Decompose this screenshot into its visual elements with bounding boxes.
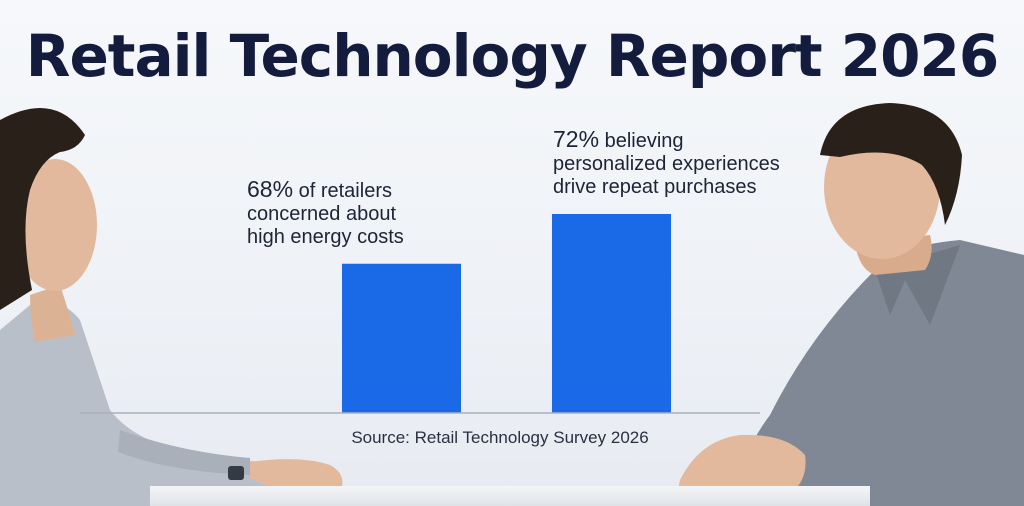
value-label-72: 72% xyxy=(553,126,600,152)
bar-72 xyxy=(552,214,671,413)
chart-title: Retail Technology Report 2026 xyxy=(25,22,999,90)
annotation-line: concerned about xyxy=(247,203,397,225)
table-surface xyxy=(150,486,870,506)
annotation-personalized-experiences: 72% believing personalized experiences d… xyxy=(553,128,823,199)
annotation-line: believing xyxy=(604,130,684,152)
annotation-line: high energy costs xyxy=(247,226,404,248)
annotation-line: drive repeat purchases xyxy=(553,176,757,198)
bar-68 xyxy=(342,263,461,413)
source-note: Source: Retail Technology Survey 2026 xyxy=(351,428,649,447)
value-label-68: 68% xyxy=(247,176,294,202)
annotation-line: personalized experiences xyxy=(553,153,780,175)
annotation-line: of retailers xyxy=(298,180,392,202)
woman-figure xyxy=(0,108,343,506)
annotation-retailers-energy: 68% of retailers concerned about high en… xyxy=(247,178,447,249)
